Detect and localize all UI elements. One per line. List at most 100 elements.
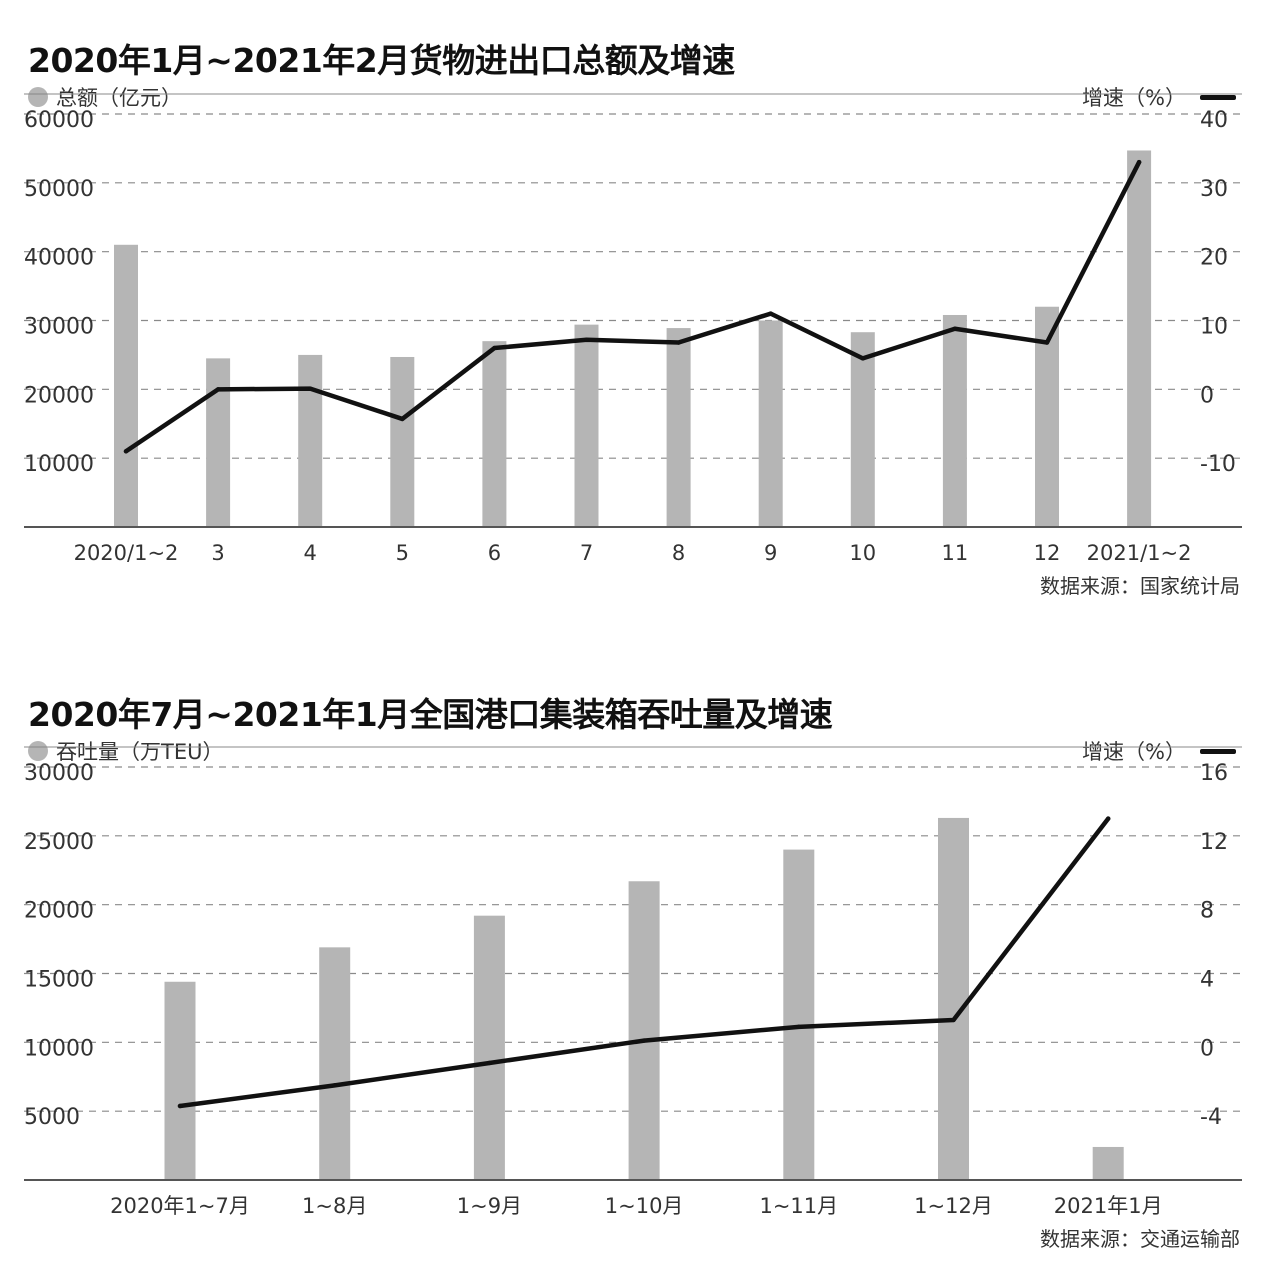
left-legend-label: 吞吐量（万TEU） bbox=[56, 740, 224, 764]
data-source: 数据来源：交通运输部 bbox=[1040, 1227, 1240, 1251]
line-legend-swatch bbox=[1200, 94, 1236, 100]
bar bbox=[390, 356, 415, 527]
growth-point bbox=[492, 345, 497, 351]
line-legend-swatch bbox=[1200, 748, 1236, 754]
x-tick-label: 6 bbox=[488, 541, 501, 565]
left-legend: 吞吐量（万TEU） bbox=[28, 736, 223, 766]
growth-point bbox=[1106, 816, 1111, 821]
right-tick-label: 30 bbox=[1200, 177, 1228, 202]
right-legend-label: 增速（%） bbox=[1082, 86, 1186, 110]
growth-point bbox=[951, 1017, 956, 1023]
right-legend: 增速（%） bbox=[1082, 82, 1236, 112]
growth-point bbox=[952, 326, 958, 331]
left-legend-label: 总额（亿元） bbox=[56, 86, 182, 110]
bar bbox=[942, 314, 967, 527]
left-tick-label: 10000 bbox=[24, 1036, 94, 1061]
right-tick-label: 0 bbox=[1200, 1036, 1214, 1061]
growth-point bbox=[177, 1103, 183, 1109]
bar bbox=[206, 358, 231, 527]
chart-title: 2020年1月~2021年2月货物进出口总额及增速 bbox=[28, 41, 735, 80]
chart-trade: 2020年1月~2021年2月货物进出口总额及增速 总额（亿元） 增速（%） 1… bbox=[24, 41, 1242, 598]
left-tick-label: 20000 bbox=[24, 383, 94, 408]
x-tick-label: 2021/1~2 bbox=[1087, 541, 1192, 565]
bar bbox=[1127, 150, 1152, 527]
x-tick-label: 9 bbox=[764, 541, 777, 565]
left-tick-label: 40000 bbox=[24, 246, 94, 271]
bar bbox=[298, 354, 323, 527]
growth-point bbox=[768, 311, 773, 316]
right-legend: 增速（%） bbox=[1082, 736, 1236, 766]
growth-point bbox=[123, 449, 129, 454]
x-tick-label: 2021年1月 bbox=[1054, 1194, 1163, 1218]
left-tick-label: 30000 bbox=[24, 761, 94, 786]
chart-plot: 5000 -4 10000 0 15000 4 20000 8 25000 12 30000 16 20… bbox=[24, 746, 1242, 1218]
growth-point bbox=[308, 386, 313, 391]
bar bbox=[114, 244, 138, 528]
right-tick-label: 20 bbox=[1200, 246, 1228, 271]
left-tick-label: 60000 bbox=[24, 108, 94, 133]
right-tick-label: 16 bbox=[1200, 761, 1228, 786]
growth-point bbox=[332, 1083, 337, 1088]
bar bbox=[319, 947, 351, 1180]
growth-point bbox=[860, 356, 865, 361]
x-tick-label: 1~9月 bbox=[457, 1194, 522, 1218]
left-legend: 总额（亿元） bbox=[28, 82, 182, 112]
right-legend-label: 增速（%） bbox=[1082, 740, 1186, 764]
chart-plot: 10000 -10 20000 0 30000 10 40000 20 50000 30 60000… bbox=[24, 93, 1242, 565]
growth-point bbox=[641, 1038, 647, 1043]
growth-point bbox=[1044, 340, 1050, 345]
x-tick-label: 5 bbox=[396, 541, 409, 565]
chart-port: 2020年7月~2021年1月全国港口集装箱吞吐量及增速 吞吐量（万TEU） 增… bbox=[0, 650, 1264, 1268]
right-tick-label: 10 bbox=[1200, 315, 1228, 340]
x-tick-label: 2020年1~7月 bbox=[110, 1194, 250, 1218]
left-tick-label: 20000 bbox=[24, 899, 94, 924]
bar-legend-swatch bbox=[28, 87, 48, 107]
chart-title: 2020年7月~2021年1月全国港口集装箱吞吐量及增速 bbox=[28, 695, 833, 734]
growth-point bbox=[584, 337, 589, 342]
growth-point bbox=[215, 387, 221, 392]
right-tick-label: 12 bbox=[1200, 830, 1228, 855]
growth-point bbox=[400, 416, 405, 422]
x-tick-label: 10 bbox=[849, 541, 876, 565]
left-tick-label: 25000 bbox=[24, 830, 94, 855]
x-tick-label: 11 bbox=[942, 541, 969, 565]
bar bbox=[1092, 1146, 1124, 1180]
bar bbox=[574, 324, 599, 527]
bar bbox=[473, 915, 505, 1180]
bar-legend-swatch bbox=[28, 741, 48, 761]
x-tick-label: 8 bbox=[672, 541, 685, 565]
bar bbox=[482, 341, 507, 527]
bar bbox=[628, 881, 660, 1180]
left-tick-label: 50000 bbox=[24, 177, 94, 202]
bar bbox=[164, 981, 196, 1180]
x-tick-label: 12 bbox=[1034, 541, 1061, 565]
bar bbox=[758, 320, 783, 527]
right-tick-label: -4 bbox=[1200, 1105, 1222, 1130]
bar bbox=[783, 849, 815, 1180]
x-tick-label: 2020/1~2 bbox=[74, 541, 179, 565]
right-tick-label: 0 bbox=[1200, 383, 1214, 408]
left-tick-label: 5000 bbox=[24, 1105, 80, 1130]
growth-point bbox=[1136, 159, 1142, 165]
growth-line bbox=[123, 159, 1142, 454]
right-tick-label: 4 bbox=[1200, 968, 1214, 993]
left-tick-label: 10000 bbox=[24, 452, 94, 477]
x-tick-label: 1~10月 bbox=[605, 1194, 684, 1218]
left-tick-label: 15000 bbox=[24, 968, 94, 993]
x-tick-label: 4 bbox=[304, 541, 317, 565]
right-tick-label: 40 bbox=[1200, 108, 1228, 133]
bar bbox=[666, 328, 691, 527]
x-tick-label: 1~11月 bbox=[759, 1194, 838, 1218]
x-tick-label: 7 bbox=[580, 541, 593, 565]
left-tick-label: 30000 bbox=[24, 315, 94, 340]
right-tick-label: -10 bbox=[1200, 452, 1236, 477]
x-tick-label: 1~8月 bbox=[302, 1194, 367, 1218]
growth-point bbox=[676, 340, 681, 345]
bar bbox=[938, 817, 969, 1180]
bar bbox=[850, 332, 875, 527]
data-source: 数据来源：国家统计局 bbox=[1040, 574, 1240, 598]
x-tick-label: 1~12月 bbox=[914, 1194, 993, 1218]
x-tick-label: 3 bbox=[211, 541, 224, 565]
growth-point bbox=[487, 1060, 492, 1066]
growth-point bbox=[796, 1024, 801, 1030]
